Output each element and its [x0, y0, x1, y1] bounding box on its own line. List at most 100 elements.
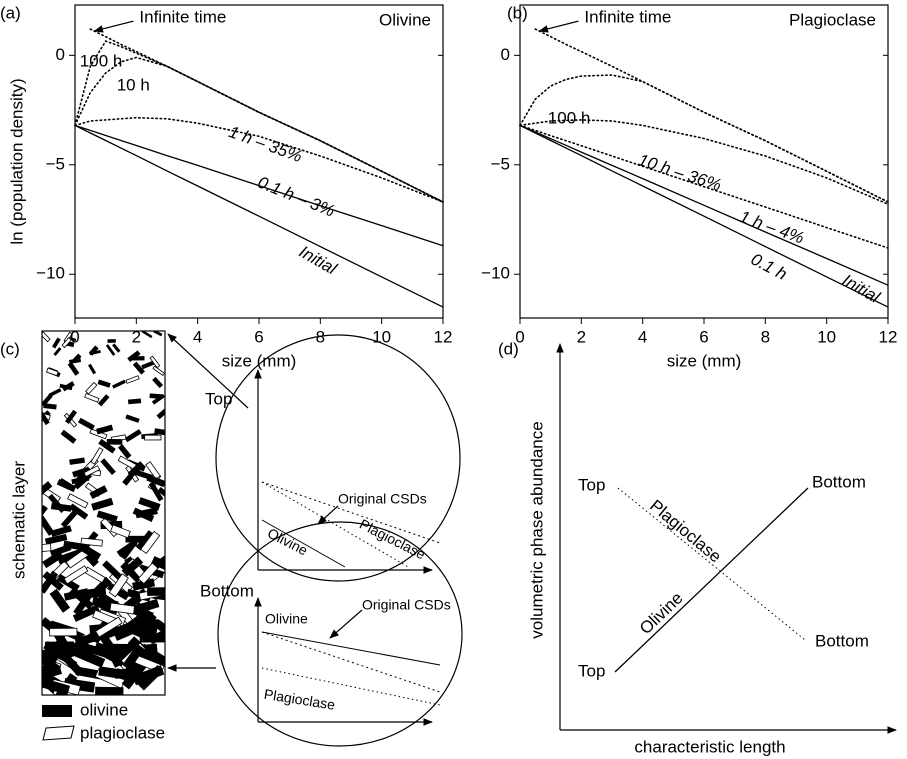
olivine-crystal: [132, 361, 145, 375]
crystals: [42, 331, 165, 695]
plagioclase-crystal: [140, 530, 161, 555]
x-tick-label: 6: [699, 327, 708, 346]
x-axis-label: size (mm): [222, 351, 297, 370]
series-line: [74, 116, 444, 203]
plagioclase-crystal: [46, 367, 59, 377]
series-label: 10 h: [117, 75, 150, 94]
olivine-crystal: [52, 337, 61, 349]
olivine-crystal: [151, 556, 165, 574]
x-tick-label: 8: [761, 327, 770, 346]
plagioclase-crystal: [152, 365, 165, 377]
legend-swatch: [42, 705, 72, 717]
plagioclase-crystal: [63, 565, 89, 585]
panel-c: (c) schematic layer olivine plagioclase …: [0, 330, 463, 747]
annotation-arrow: [538, 20, 579, 33]
line-chart: 0 2 4 6 8 10 12 −10 −5 0 size (mm) (b) Plagioclase In…: [481, 3, 897, 370]
plagioclase-crystal: [110, 524, 131, 539]
plagioclase-crystal: [49, 627, 78, 637]
olivine-crystal: [124, 429, 142, 443]
olivine-crystal: [97, 394, 110, 407]
bottom-label: Bottom: [200, 581, 254, 600]
csd-line: [261, 481, 441, 544]
line-label: Olivine: [265, 611, 308, 627]
ellipse: [217, 521, 463, 747]
olivine-crystal: [42, 481, 53, 499]
series-line: [74, 124, 444, 308]
olivine-crystal: [138, 497, 161, 511]
olivine-crystal: [53, 347, 62, 356]
line-chart: 0 2 4 6 8 10 12 −10 −5 0 size (mm) ln (population d…: [0, 3, 452, 370]
series-line: [519, 74, 889, 203]
olivine-crystal: [121, 556, 144, 577]
olivine-crystal: [42, 570, 59, 594]
csd-line: [261, 481, 411, 569]
olivine-crystal: [127, 398, 142, 405]
olivine-crystal: [141, 360, 155, 370]
panel-label: (b): [507, 3, 528, 22]
olivine-crystal: [69, 457, 86, 465]
series-line: [74, 124, 444, 247]
end-label: Top: [578, 475, 605, 494]
plagioclase-crystal: [84, 392, 100, 403]
line-label: Olivine: [636, 588, 687, 638]
series-label: 1 h – 4%: [737, 207, 807, 248]
series-line: [74, 56, 444, 203]
plot-frame: [74, 4, 444, 319]
olivine-crystal: [91, 497, 114, 511]
series-line: [519, 124, 889, 249]
layer-box: [41, 330, 166, 696]
arrow: [167, 333, 249, 409]
csd-line: [261, 631, 441, 666]
olivine-crystal: [132, 665, 165, 686]
olivine-crystal: [79, 543, 102, 561]
y-tick-label: −5: [491, 154, 510, 173]
olivine-crystal: [44, 533, 68, 545]
plagioclase-crystal: [125, 375, 140, 384]
csd-line: [261, 667, 441, 706]
olivine-crystal: [100, 458, 116, 475]
y-tick-label: −10: [481, 264, 510, 283]
olivine-crystal: [89, 350, 101, 356]
note: Original CSDs: [338, 491, 427, 507]
series-label: 10 h – 36%: [636, 150, 724, 195]
olivine-crystal: [72, 604, 100, 622]
series-label: Infinite time: [584, 8, 671, 27]
olivine-crystal: [117, 614, 145, 637]
y-tick-label: 0: [501, 45, 510, 64]
plagioclase-crystal: [149, 355, 161, 369]
olivine-crystal: [152, 376, 164, 389]
olivine-crystal: [64, 409, 78, 424]
olivine-crystal: [71, 475, 90, 485]
x-tick-label: 0: [515, 327, 524, 346]
y-axis-label: volumetric phase abundance: [527, 421, 546, 638]
y-tick-label: −5: [46, 154, 65, 173]
plagioclase-crystal: [85, 381, 98, 395]
series-label: 100 h: [548, 108, 591, 127]
x-tick-label: 8: [316, 327, 325, 346]
olivine-crystal: [127, 350, 141, 363]
olivine-crystal: [106, 438, 123, 445]
plagioclase-crystal: [80, 537, 103, 547]
series-label: Infinite time: [139, 8, 226, 27]
x-axis-label: characteristic length: [634, 737, 785, 756]
olivine-crystal: [42, 550, 64, 569]
end-label: Bottom: [815, 631, 869, 650]
olivine-line: [614, 487, 809, 673]
olivine-crystal: [60, 510, 78, 529]
olivine-crystal: [68, 503, 89, 520]
olivine-crystal: [127, 461, 145, 478]
series-line: [519, 124, 889, 308]
series-label: 0.1 h: [748, 249, 790, 284]
layer-label: schematic layer: [9, 461, 28, 579]
olivine-crystal: [156, 405, 165, 420]
plagioclase-crystal: [83, 465, 101, 478]
panel-label: (c): [0, 339, 20, 358]
x-axis-label: size (mm): [667, 351, 742, 370]
line-label: Olivine: [265, 525, 311, 559]
olivine-crystal: [94, 642, 122, 658]
olivine-crystal: [147, 587, 165, 596]
x-tick-label: 2: [577, 327, 586, 346]
olivine-crystal: [112, 343, 121, 353]
olivine-crystal: [105, 344, 116, 356]
series-line: [519, 119, 889, 205]
